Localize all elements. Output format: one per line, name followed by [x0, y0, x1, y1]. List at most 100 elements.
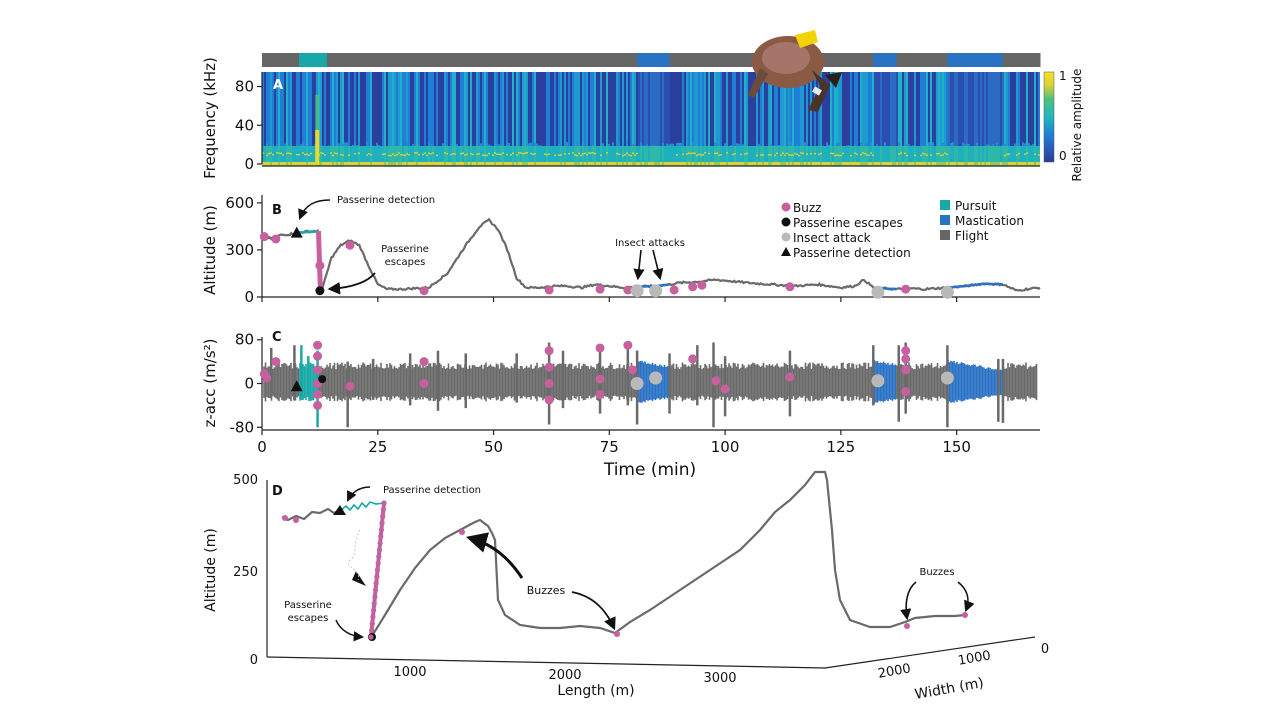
spectrogram-column	[532, 72, 534, 148]
spectrogram-low-band	[584, 146, 586, 166]
spectrogram-floor	[662, 162, 664, 166]
panel-letter-b: B	[272, 203, 282, 218]
spectrogram-floor	[300, 162, 302, 166]
spectrogram-low-band	[592, 146, 594, 166]
spectrogram-low-band	[314, 146, 316, 166]
spectrogram-low-band	[346, 146, 348, 166]
spectrogram-floor	[804, 162, 806, 166]
spectrogram-floor	[588, 162, 590, 166]
spectrogram-harmonic	[402, 154, 404, 156]
spectrogram-floor	[766, 162, 768, 166]
spectrogram-low-band	[650, 146, 652, 166]
spectrogram-floor	[960, 162, 962, 166]
spectrogram-low-band	[462, 146, 464, 166]
spectrogram-floor	[500, 162, 502, 166]
spectrogram-floor	[382, 162, 384, 166]
spectrogram-column	[738, 72, 740, 144]
spectrogram-column	[396, 72, 398, 152]
spectrogram-low-band	[628, 146, 630, 166]
spectrogram-floor	[428, 162, 430, 166]
spectrogram-low-band	[842, 146, 844, 166]
spectrogram-low-band	[296, 146, 298, 166]
spectrogram-low-band	[442, 146, 444, 166]
d-dive-buzz-marker	[368, 634, 374, 640]
annotation-insect-attacks: Insect attacks	[615, 238, 685, 249]
spectrogram-column	[656, 72, 658, 150]
spectrogram-column	[910, 72, 912, 148]
spectrogram-column	[526, 72, 528, 150]
spectrogram-floor	[772, 162, 774, 166]
spectrogram-floor	[494, 162, 496, 166]
spectrogram-floor	[518, 162, 520, 166]
spectrogram-column	[288, 72, 290, 146]
spectrogram-low-band	[726, 146, 728, 166]
spectrogram-column	[642, 72, 644, 146]
spectrogram-low-band	[856, 146, 858, 166]
spectrogram-floor	[384, 162, 386, 166]
spectrogram-column	[980, 72, 982, 147]
spectrogram-low-band	[848, 146, 850, 166]
spectrogram-harmonic	[906, 154, 908, 157]
spectrogram-column	[708, 72, 710, 152]
spectrogram-low-band	[788, 146, 790, 166]
spectrogram-column	[562, 72, 564, 147]
spectrogram-harmonic	[594, 152, 596, 155]
spectrogram-harmonic	[1016, 154, 1018, 156]
spectrogram-floor	[656, 162, 658, 166]
spectrogram-floor	[812, 162, 814, 166]
spectrogram-floor	[306, 162, 308, 166]
spectrogram-floor	[548, 162, 550, 166]
buzz-marker	[627, 365, 637, 375]
spectrogram-column	[356, 72, 358, 145]
d-buzz-marker	[282, 515, 288, 521]
buzz-marker	[419, 286, 429, 296]
spectrogram-floor	[898, 162, 900, 166]
spectrogram-harmonic	[694, 152, 696, 155]
spectrogram-column	[794, 72, 796, 149]
spectrogram-column	[884, 72, 886, 143]
spectrogram-harmonic	[304, 153, 306, 156]
spectrogram-column	[926, 72, 928, 148]
spectrogram-harmonic	[524, 152, 526, 154]
spectrogram-column	[888, 72, 890, 151]
y-axis-label-a: Frequency (kHz)	[201, 57, 219, 179]
spectrogram-floor	[1024, 162, 1026, 166]
spectrogram-low-band	[698, 146, 700, 166]
spectrogram-column	[374, 72, 376, 151]
spectrogram-harmonic	[768, 154, 770, 156]
spectrogram-floor	[980, 162, 982, 166]
spectrogram-column	[638, 72, 640, 152]
spectrogram-floor	[758, 162, 760, 166]
spectrogram-harmonic	[732, 153, 734, 156]
spectrogram-floor	[474, 162, 476, 166]
spectrogram-column	[1018, 72, 1020, 143]
spectrogram-harmonic	[544, 153, 546, 155]
spectrogram-column	[512, 72, 514, 151]
spectrogram-low-band	[306, 146, 308, 166]
spectrogram-column	[494, 72, 496, 148]
spectrogram-column	[634, 72, 636, 145]
spectrogram-column	[832, 72, 834, 150]
spectrogram-floor	[470, 162, 472, 166]
spectrogram-column	[948, 72, 950, 147]
spectrogram-column	[338, 72, 340, 144]
spectrogram-harmonic	[796, 153, 798, 155]
spectrogram-low-band	[664, 146, 666, 166]
spectrogram-low-band	[418, 146, 420, 166]
spectrogram-harmonic	[576, 154, 578, 157]
spectrogram-harmonic	[856, 153, 858, 156]
spectrogram-floor	[584, 162, 586, 166]
spectrogram-harmonic	[426, 154, 428, 157]
spectrogram-harmonic	[616, 152, 618, 155]
spectrogram-column	[668, 72, 670, 145]
spectrogram-low-band	[496, 146, 498, 166]
spectrogram-column	[916, 72, 918, 149]
spectrogram-floor	[650, 162, 652, 166]
spectrogram-harmonic	[842, 152, 844, 155]
spectrogram-column	[914, 72, 916, 143]
spectrogram-harmonic	[580, 154, 582, 157]
spectrogram-floor	[550, 162, 552, 166]
spectrogram-floor	[282, 162, 284, 166]
spectrogram-column	[522, 72, 524, 146]
